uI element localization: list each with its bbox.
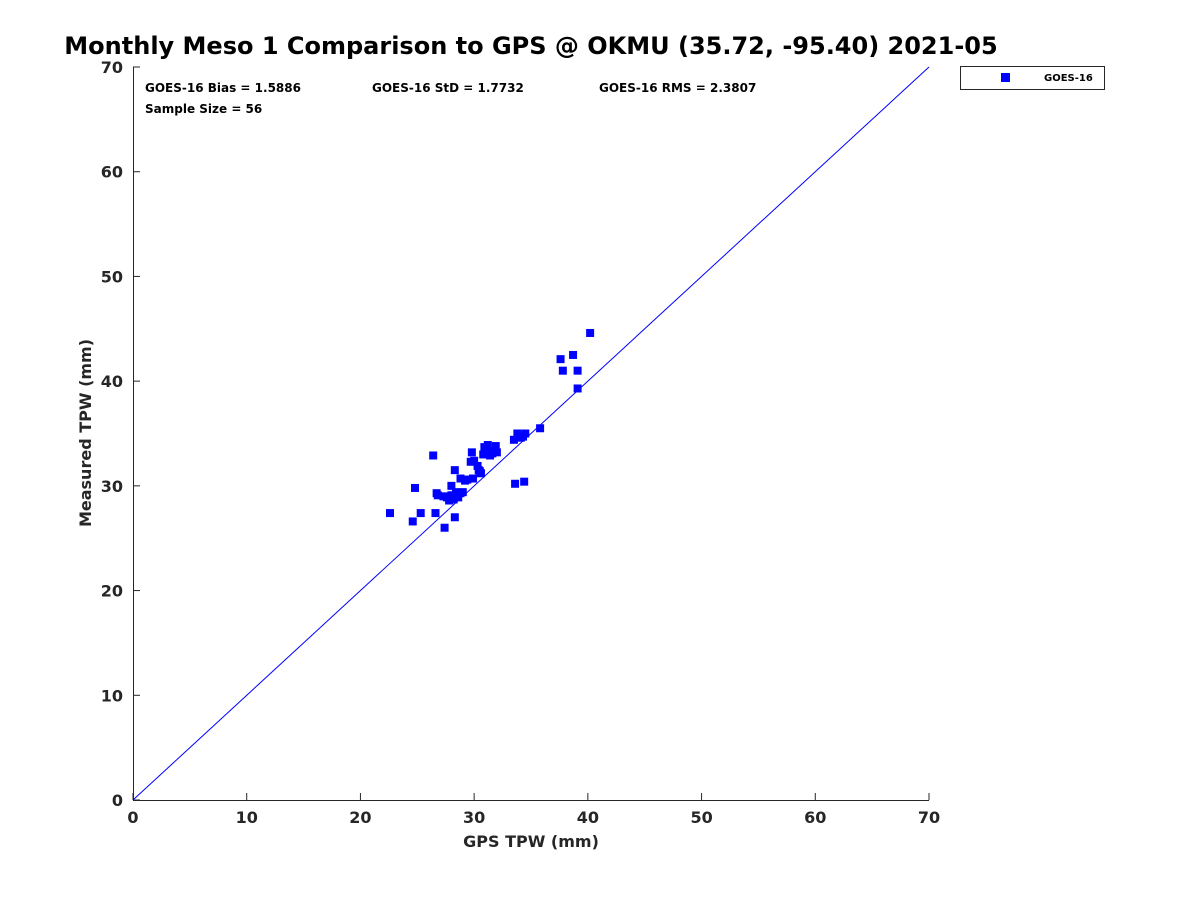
- y-tick-label: 30: [101, 477, 123, 496]
- data-point: [385, 509, 394, 518]
- data-point: [451, 488, 460, 497]
- y-axis-ticks: 0 10 20 30 40 50 60 70: [101, 58, 140, 810]
- data-point: [429, 451, 438, 460]
- data-point: [463, 475, 472, 484]
- scatter-points: [385, 328, 595, 532]
- data-point: [411, 483, 420, 492]
- x-tick-label: 60: [804, 808, 826, 827]
- data-point: [521, 429, 530, 438]
- x-tick-label: 0: [127, 808, 138, 827]
- data-point: [470, 456, 479, 465]
- data-point: [509, 435, 518, 444]
- data-point: [445, 496, 454, 505]
- data-point: [511, 479, 520, 488]
- data-point: [491, 442, 500, 451]
- y-tick-label: 20: [101, 582, 123, 601]
- data-point: [458, 488, 467, 497]
- data-point: [573, 384, 582, 393]
- x-tick-label: 30: [463, 808, 485, 827]
- legend-marker-square: [1001, 73, 1010, 82]
- y-tick-label: 0: [112, 791, 123, 810]
- x-tick-label: 50: [690, 808, 712, 827]
- data-point: [586, 328, 595, 337]
- legend-label: GOES-16: [1044, 73, 1093, 84]
- x-tick-label: 10: [236, 808, 258, 827]
- y-axis-label: Measured TPW (mm): [76, 339, 95, 527]
- data-point: [449, 495, 458, 504]
- y-tick-label: 60: [101, 163, 123, 182]
- y-tick-label: 50: [101, 267, 123, 286]
- x-tick-label: 20: [349, 808, 371, 827]
- data-point: [558, 366, 567, 375]
- data-point: [474, 466, 483, 475]
- sample-size-annotation: Sample Size = 56: [145, 102, 262, 116]
- data-point: [520, 477, 529, 486]
- data-point: [447, 481, 456, 490]
- data-point: [454, 493, 463, 502]
- data-point: [513, 429, 522, 438]
- plot-area: 0 10 20 30 40 50 60 70 0 10 20 30 40 50 60 70: [101, 58, 940, 827]
- x-axis-label: GPS TPW (mm): [463, 832, 599, 851]
- y-tick-label: 10: [101, 686, 123, 705]
- data-point: [408, 517, 417, 526]
- y-tick-label: 70: [101, 58, 123, 77]
- data-point: [440, 523, 449, 532]
- data-point: [536, 424, 545, 433]
- data-point: [569, 350, 578, 359]
- data-point: [483, 441, 492, 450]
- data-point: [431, 509, 440, 518]
- std-annotation: GOES-16 StD = 1.7732: [372, 81, 524, 95]
- data-point: [467, 448, 476, 457]
- data-point: [482, 447, 491, 456]
- data-point: [416, 509, 425, 518]
- bias-annotation: GOES-16 Bias = 1.5886: [145, 81, 301, 95]
- data-point: [556, 355, 565, 364]
- data-point: [473, 461, 482, 470]
- x-tick-label: 70: [918, 808, 940, 827]
- legend-box: [960, 66, 1105, 90]
- y-tick-label: 40: [101, 372, 123, 391]
- data-point: [450, 513, 459, 522]
- one-to-one-reference-line: [132, 66, 930, 801]
- data-point: [573, 366, 582, 375]
- rms-annotation: GOES-16 RMS = 2.3807: [599, 81, 756, 95]
- data-point: [433, 491, 442, 500]
- data-point: [492, 448, 501, 457]
- chart-title: Monthly Meso 1 Comparison to GPS @ OKMU …: [64, 32, 997, 60]
- data-point: [450, 466, 459, 475]
- data-point: [469, 474, 478, 483]
- legend: GOES-16: [960, 66, 1105, 90]
- data-point: [456, 474, 465, 483]
- x-tick-label: 40: [577, 808, 599, 827]
- x-axis-ticks: 0 10 20 30 40 50 60 70: [127, 793, 940, 827]
- stats-annotations: GOES-16 Bias = 1.5886 GOES-16 StD = 1.77…: [145, 81, 756, 116]
